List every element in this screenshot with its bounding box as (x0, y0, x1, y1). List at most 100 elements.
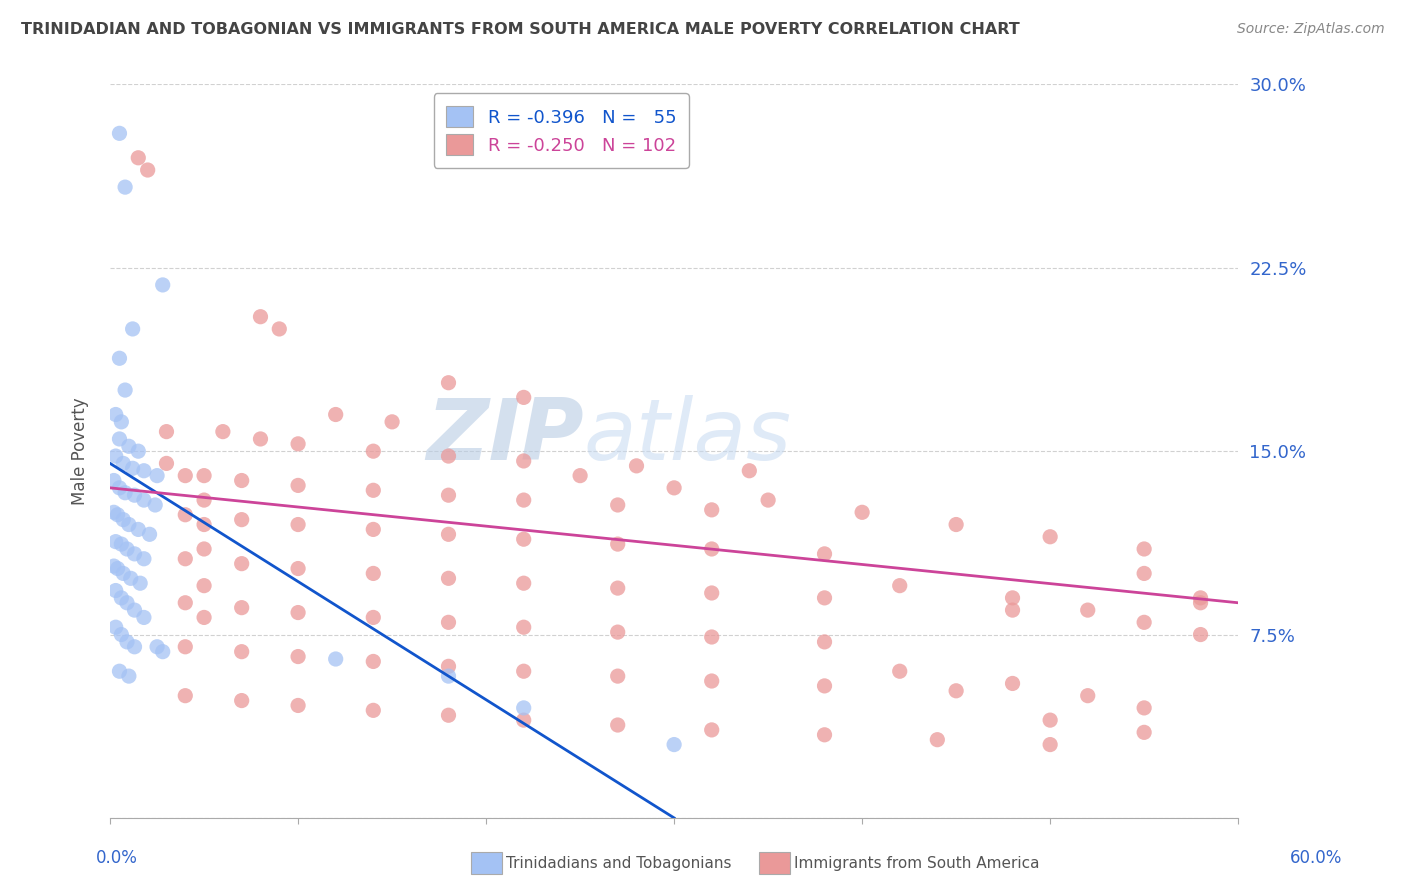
Point (700, 586, 723, 600)
Point (437, 488, 460, 502)
Point (114, 180, 136, 194)
Point (110, 415, 132, 429)
Point (1189, 596, 1212, 610)
Point (108, 351, 131, 366)
Point (1077, 689, 1099, 703)
Text: ZIP: ZIP (426, 395, 583, 478)
Point (1001, 676, 1024, 690)
Point (738, 464, 761, 478)
Point (121, 461, 143, 475)
Point (606, 581, 628, 595)
Point (381, 415, 404, 429)
Point (606, 625, 628, 640)
Point (813, 591, 835, 605)
Point (104, 408, 127, 422)
Legend: R = -0.396   N =   55, R = -0.250   N = 102: R = -0.396 N = 55, R = -0.250 N = 102 (433, 94, 689, 168)
Point (231, 557, 253, 571)
Point (512, 576, 534, 591)
Point (249, 432, 271, 446)
Text: 60.0%: 60.0% (1291, 849, 1343, 867)
Point (138, 527, 160, 541)
Point (569, 468, 592, 483)
Point (124, 640, 146, 654)
Point (361, 703, 384, 717)
Point (1039, 713, 1062, 727)
Point (437, 669, 460, 683)
Point (112, 457, 135, 471)
Point (112, 513, 135, 527)
Point (112, 566, 135, 581)
Point (361, 444, 384, 458)
Text: 0.0%: 0.0% (96, 849, 138, 867)
Point (325, 408, 347, 422)
Point (889, 664, 911, 678)
Point (1039, 530, 1062, 544)
Point (1189, 627, 1212, 641)
Point (889, 579, 911, 593)
Point (813, 679, 835, 693)
Point (287, 517, 309, 532)
Y-axis label: Male Poverty: Male Poverty (72, 397, 89, 505)
Point (124, 547, 146, 561)
Point (512, 713, 534, 727)
Point (231, 474, 253, 488)
Point (143, 498, 166, 512)
Point (193, 541, 215, 556)
Text: atlas: atlas (583, 395, 792, 478)
Point (1133, 725, 1156, 739)
Point (231, 513, 253, 527)
Point (361, 523, 384, 537)
Point (231, 600, 253, 615)
Point (287, 478, 309, 492)
Point (103, 505, 125, 519)
Point (287, 606, 309, 620)
Point (813, 728, 835, 742)
Point (104, 449, 127, 463)
Point (115, 596, 138, 610)
Point (118, 517, 141, 532)
Point (104, 534, 127, 549)
Point (132, 610, 155, 624)
Point (287, 561, 309, 575)
Point (110, 537, 132, 551)
Point (103, 559, 125, 574)
Point (437, 615, 460, 630)
Point (606, 669, 628, 683)
Point (114, 383, 136, 397)
Point (813, 635, 835, 649)
Point (152, 277, 174, 292)
Point (1077, 603, 1099, 617)
Point (361, 566, 384, 581)
Point (193, 468, 215, 483)
Point (851, 505, 873, 519)
Point (813, 547, 835, 561)
Point (124, 603, 146, 617)
Point (118, 669, 141, 683)
Point (287, 649, 309, 664)
Point (700, 673, 723, 688)
Point (155, 425, 177, 439)
Point (152, 645, 174, 659)
Point (1133, 566, 1156, 581)
Point (287, 698, 309, 713)
Point (437, 376, 460, 390)
Point (127, 444, 149, 458)
Point (512, 620, 534, 634)
Point (174, 508, 197, 522)
Point (1133, 615, 1156, 630)
Point (437, 659, 460, 673)
Point (132, 551, 155, 566)
Point (606, 498, 628, 512)
Point (626, 458, 648, 473)
Point (115, 541, 138, 556)
Point (127, 523, 149, 537)
Point (110, 591, 132, 605)
Point (104, 620, 127, 634)
Text: Trinidadians and Tobagonians: Trinidadians and Tobagonians (506, 856, 731, 871)
Point (146, 468, 169, 483)
Point (193, 579, 215, 593)
Point (437, 527, 460, 541)
Point (1133, 541, 1156, 556)
Point (104, 583, 127, 598)
Point (287, 437, 309, 451)
